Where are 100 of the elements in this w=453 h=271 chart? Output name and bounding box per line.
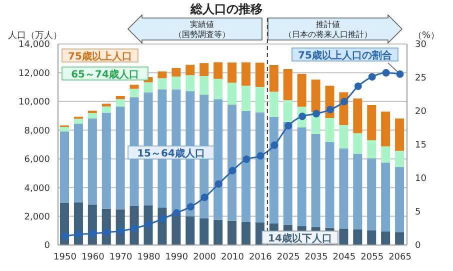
bar <box>381 162 390 232</box>
y-tick-label: 2,000 <box>24 212 50 222</box>
x-tick-label: 2055 <box>360 252 384 262</box>
bar <box>255 112 264 222</box>
y2-tick-label: 15 <box>415 140 426 151</box>
bar <box>311 134 320 228</box>
bar <box>297 127 306 226</box>
bar <box>60 126 69 132</box>
bar <box>297 74 306 107</box>
bar <box>172 76 181 90</box>
bar <box>214 62 223 79</box>
point <box>200 194 208 202</box>
x-tick-label: 1990 <box>165 252 188 262</box>
chart-title: 総人口の推移 <box>190 2 262 16</box>
bar <box>60 131 69 203</box>
text: 推計値 <box>316 20 340 29</box>
bar <box>367 230 376 245</box>
bar <box>381 112 390 146</box>
bar <box>158 71 167 78</box>
x-tick-label: 2065 <box>388 252 412 262</box>
bar <box>339 124 348 149</box>
point <box>61 232 69 240</box>
bar <box>311 80 320 112</box>
bar <box>269 92 278 117</box>
bar <box>102 104 111 106</box>
bar <box>214 78 223 100</box>
series-label: 65～74歳人口 <box>71 68 139 80</box>
point <box>144 220 152 228</box>
y2-tick-label: 5 <box>415 208 421 218</box>
bar <box>116 106 125 210</box>
point <box>242 155 250 163</box>
bar <box>241 62 250 86</box>
x-tick-label: 2000 <box>193 252 216 262</box>
bar <box>172 212 181 245</box>
bar <box>395 232 404 245</box>
point <box>214 180 222 188</box>
point <box>172 209 180 217</box>
point <box>368 73 376 81</box>
bar <box>395 150 404 168</box>
point <box>284 122 292 130</box>
point <box>256 152 264 160</box>
point <box>103 228 111 236</box>
bar <box>102 106 111 113</box>
bar <box>395 118 404 151</box>
bar <box>241 86 250 112</box>
bar <box>144 82 153 92</box>
series-label: 75歳以上人口の割合 <box>298 50 393 62</box>
bar <box>255 62 264 87</box>
y-tick-label: 14,000 <box>18 40 50 50</box>
y-tick-label: 4,000 <box>24 184 50 194</box>
bar <box>339 148 348 229</box>
point <box>158 215 166 223</box>
point <box>270 141 278 149</box>
x-tick-label: 2025 <box>276 252 300 262</box>
point <box>186 203 194 211</box>
y-tick-label: 8,000 <box>24 126 50 136</box>
bar <box>353 133 362 154</box>
bar <box>200 218 209 245</box>
bar <box>102 112 111 209</box>
x-tick-label: 2035 <box>304 252 328 262</box>
y2-tick-label: 20 <box>415 107 427 118</box>
y-tick-label: 12,000 <box>18 68 50 79</box>
bar <box>255 86 264 112</box>
point <box>326 106 334 114</box>
y2-axis-title: （%） <box>413 31 440 41</box>
bar <box>283 68 292 100</box>
point <box>131 224 139 232</box>
bar <box>116 96 125 100</box>
bar <box>228 220 237 245</box>
x-tick-label: 1970 <box>109 252 133 262</box>
bar <box>269 64 278 92</box>
text: （国勢調査等） <box>174 30 230 39</box>
point <box>382 69 390 77</box>
bar <box>172 68 181 77</box>
bar <box>74 124 83 202</box>
point <box>117 227 125 235</box>
y2-tick-label: 0 <box>415 241 421 252</box>
y2-tick-label: 30 <box>415 40 427 50</box>
x-tick-label: 2045 <box>332 252 356 262</box>
point <box>396 70 404 78</box>
bar <box>186 216 195 245</box>
bar <box>367 158 376 230</box>
bar <box>88 118 97 205</box>
x-tick-label: 1980 <box>137 252 160 262</box>
x-tick-label: 1950 <box>54 252 77 262</box>
bar <box>381 231 390 245</box>
bar <box>130 88 139 98</box>
series-label: 15～64歳人口 <box>137 148 205 160</box>
y-axis-title: 人口（万人） <box>8 30 62 41</box>
bar <box>241 111 250 222</box>
series-label: 75歳以上人口 <box>68 50 132 62</box>
y-tick-label: 10,000 <box>18 98 50 108</box>
y2-tick-label: 10 <box>415 174 427 184</box>
bar <box>200 76 209 95</box>
bar <box>186 75 195 92</box>
bar <box>283 100 292 122</box>
bar <box>228 82 237 105</box>
bar <box>339 228 348 245</box>
bar <box>186 64 195 76</box>
bar <box>353 98 362 134</box>
